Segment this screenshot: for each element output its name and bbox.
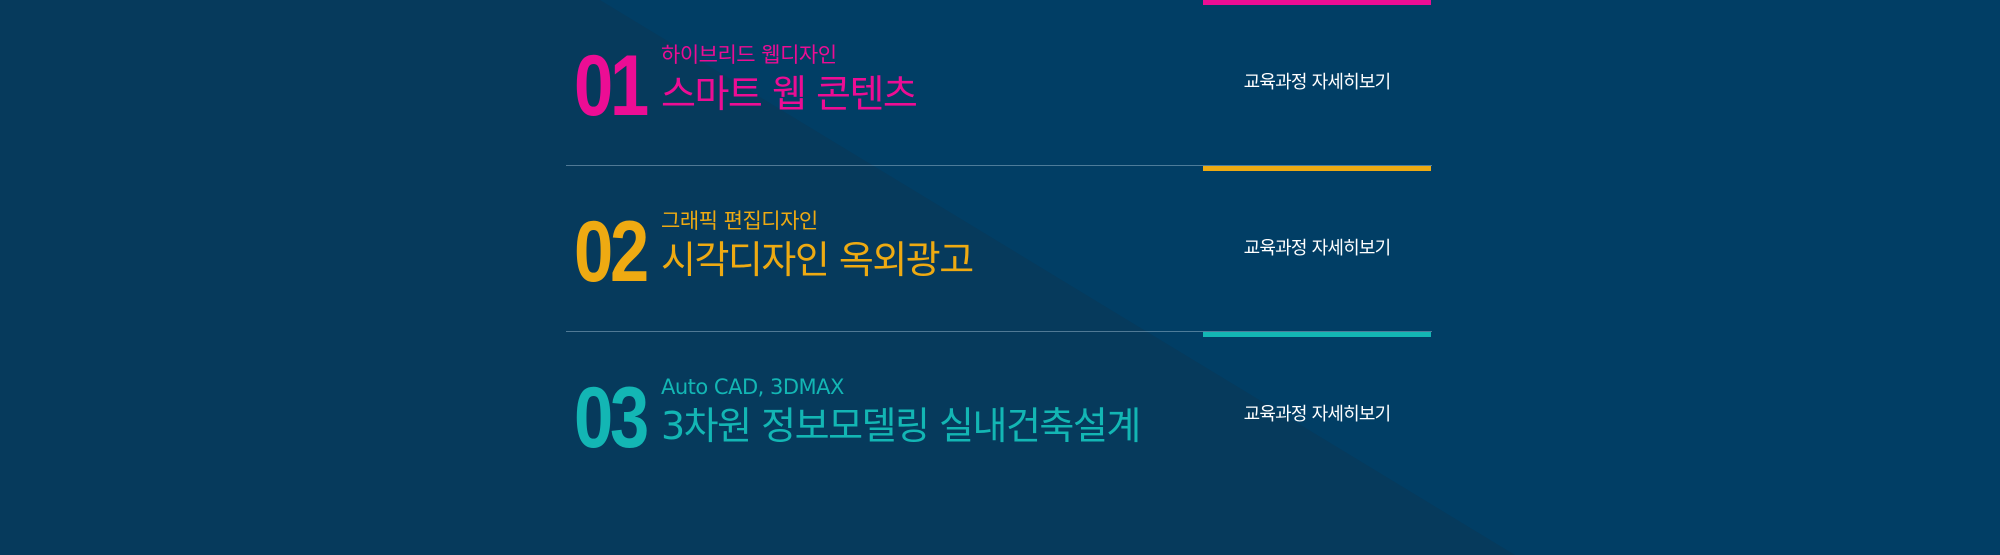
course-number: 03 — [574, 370, 649, 466]
course-number: 01 — [574, 38, 649, 134]
accent-bar — [1203, 0, 1431, 5]
course-subtitle: 하이브리드 웹디자인 — [661, 43, 837, 67]
course-title: 3차원 정보모델링 실내건축설계 — [661, 404, 1141, 448]
row-divider — [566, 165, 1432, 166]
course-subtitle: Auto CAD, 3DMAX — [661, 375, 844, 399]
accent-bar — [1203, 166, 1431, 171]
row-divider — [566, 331, 1432, 332]
course-list: 01 하이브리드 웹디자인 스마트 웹 콘텐츠 교육과정 자세히보기 02 그래… — [566, 0, 1432, 498]
course-number: 02 — [574, 204, 649, 300]
course-row-02: 02 그래픽 편집디자인 시각디자인 옥외광고 교육과정 자세히보기 — [566, 166, 1432, 332]
course-detail-link[interactable]: 교육과정 자세히보기 — [1243, 404, 1392, 425]
course-subtitle: 그래픽 편집디자인 — [661, 209, 818, 233]
course-title: 시각디자인 옥외광고 — [661, 238, 974, 282]
course-detail-button[interactable]: 교육과정 자세히보기 — [1203, 166, 1431, 332]
accent-bar — [1203, 332, 1431, 337]
course-detail-link[interactable]: 교육과정 자세히보기 — [1243, 238, 1392, 259]
course-title: 스마트 웹 콘텐츠 — [661, 72, 918, 116]
course-detail-button[interactable]: 교육과정 자세히보기 — [1203, 332, 1431, 498]
course-row-03: 03 Auto CAD, 3DMAX 3차원 정보모델링 실내건축설계 교육과정… — [566, 332, 1432, 498]
course-detail-link[interactable]: 교육과정 자세히보기 — [1243, 72, 1392, 93]
course-row-01: 01 하이브리드 웹디자인 스마트 웹 콘텐츠 교육과정 자세히보기 — [566, 0, 1432, 166]
course-detail-button[interactable]: 교육과정 자세히보기 — [1203, 0, 1431, 166]
